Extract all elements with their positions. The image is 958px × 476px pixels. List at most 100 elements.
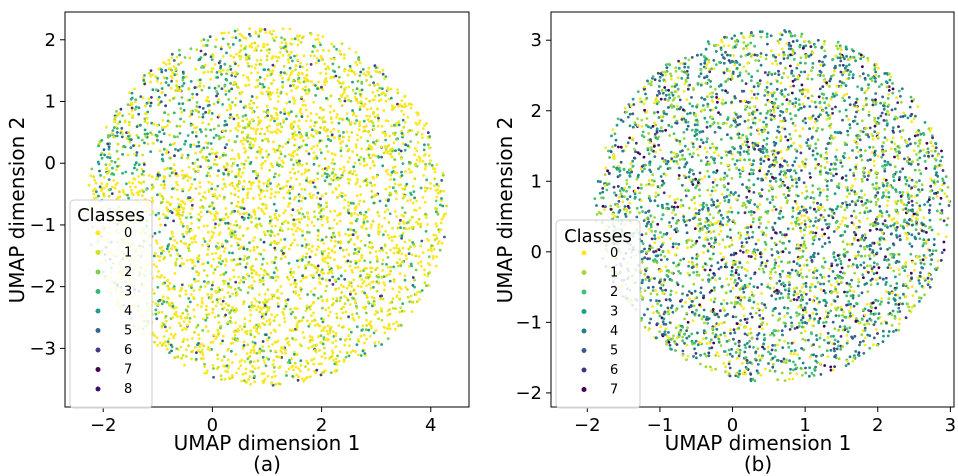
data-point — [172, 163, 176, 167]
data-point — [251, 304, 255, 308]
data-point — [196, 165, 200, 169]
data-point — [179, 147, 183, 151]
data-point — [249, 161, 253, 164]
data-point — [811, 191, 815, 194]
data-point — [321, 174, 324, 178]
data-point — [777, 73, 781, 76]
data-point — [190, 112, 194, 116]
data-point — [336, 213, 340, 217]
data-point — [269, 349, 273, 353]
data-point — [307, 324, 311, 328]
data-point — [212, 231, 216, 235]
data-point — [415, 220, 418, 224]
data-point — [380, 92, 384, 96]
data-point — [759, 264, 763, 267]
data-point — [225, 108, 229, 112]
data-point — [751, 306, 754, 310]
data-point — [111, 129, 115, 132]
data-point — [305, 275, 308, 279]
data-point — [334, 239, 337, 243]
data-point — [206, 243, 210, 247]
data-point — [276, 296, 279, 300]
data-point — [203, 240, 207, 243]
data-point — [266, 273, 270, 276]
data-point — [228, 105, 232, 108]
data-point — [166, 167, 169, 170]
data-point — [417, 155, 421, 159]
data-point — [283, 316, 286, 320]
data-point — [357, 158, 361, 162]
data-point — [144, 104, 148, 108]
data-point — [329, 355, 333, 359]
data-point — [282, 246, 286, 250]
data-point — [262, 189, 265, 193]
data-point — [337, 324, 341, 327]
data-point — [262, 279, 265, 283]
data-point — [246, 291, 250, 295]
data-point — [248, 319, 252, 323]
data-point — [294, 365, 298, 369]
legend-label: 1 — [124, 246, 132, 261]
data-point — [255, 223, 259, 227]
data-point — [310, 336, 314, 339]
data-point — [369, 134, 372, 137]
data-point — [883, 258, 886, 262]
data-point — [279, 226, 283, 230]
data-point — [201, 353, 205, 356]
legend-marker — [95, 269, 101, 275]
data-point — [236, 330, 240, 333]
data-point — [165, 200, 169, 204]
data-point — [180, 169, 184, 173]
data-point — [399, 218, 402, 222]
data-point — [226, 320, 230, 324]
data-point — [137, 144, 141, 148]
legend-marker — [95, 230, 101, 236]
data-point — [253, 213, 257, 216]
data-point — [414, 268, 418, 272]
data-point — [426, 131, 430, 135]
data-point — [291, 208, 295, 212]
data-point — [262, 372, 266, 375]
data-point — [210, 112, 214, 115]
data-point — [175, 73, 179, 76]
data-point — [234, 321, 237, 325]
data-point — [355, 325, 359, 329]
data-point — [285, 337, 289, 340]
data-point — [398, 249, 401, 253]
data-point — [760, 283, 764, 286]
data-point — [331, 341, 335, 345]
data-point — [287, 367, 291, 371]
data-point — [162, 180, 166, 183]
data-point — [365, 180, 369, 184]
data-point — [289, 185, 292, 189]
data-point — [399, 183, 403, 187]
data-point — [215, 90, 219, 93]
data-point — [116, 142, 120, 146]
data-point — [107, 194, 111, 198]
data-point — [781, 215, 785, 219]
data-point — [326, 216, 329, 219]
data-point — [422, 174, 425, 177]
data-point — [714, 354, 718, 357]
data-point — [189, 123, 193, 127]
data-point — [115, 131, 119, 134]
data-point — [901, 129, 905, 132]
legend-label: 6 — [124, 343, 132, 358]
data-point — [403, 121, 407, 124]
data-point — [189, 237, 193, 240]
data-point — [261, 139, 264, 142]
data-point — [137, 163, 141, 167]
data-point — [137, 175, 141, 178]
data-point — [414, 147, 417, 150]
data-point — [124, 170, 128, 174]
data-point — [357, 202, 361, 206]
data-point — [688, 111, 692, 115]
data-point — [262, 85, 266, 89]
data-point — [216, 247, 219, 251]
data-point — [267, 179, 270, 183]
data-point — [259, 252, 263, 256]
data-point — [193, 161, 197, 165]
data-point — [162, 335, 166, 338]
data-point — [239, 49, 243, 52]
data-point — [220, 302, 223, 306]
